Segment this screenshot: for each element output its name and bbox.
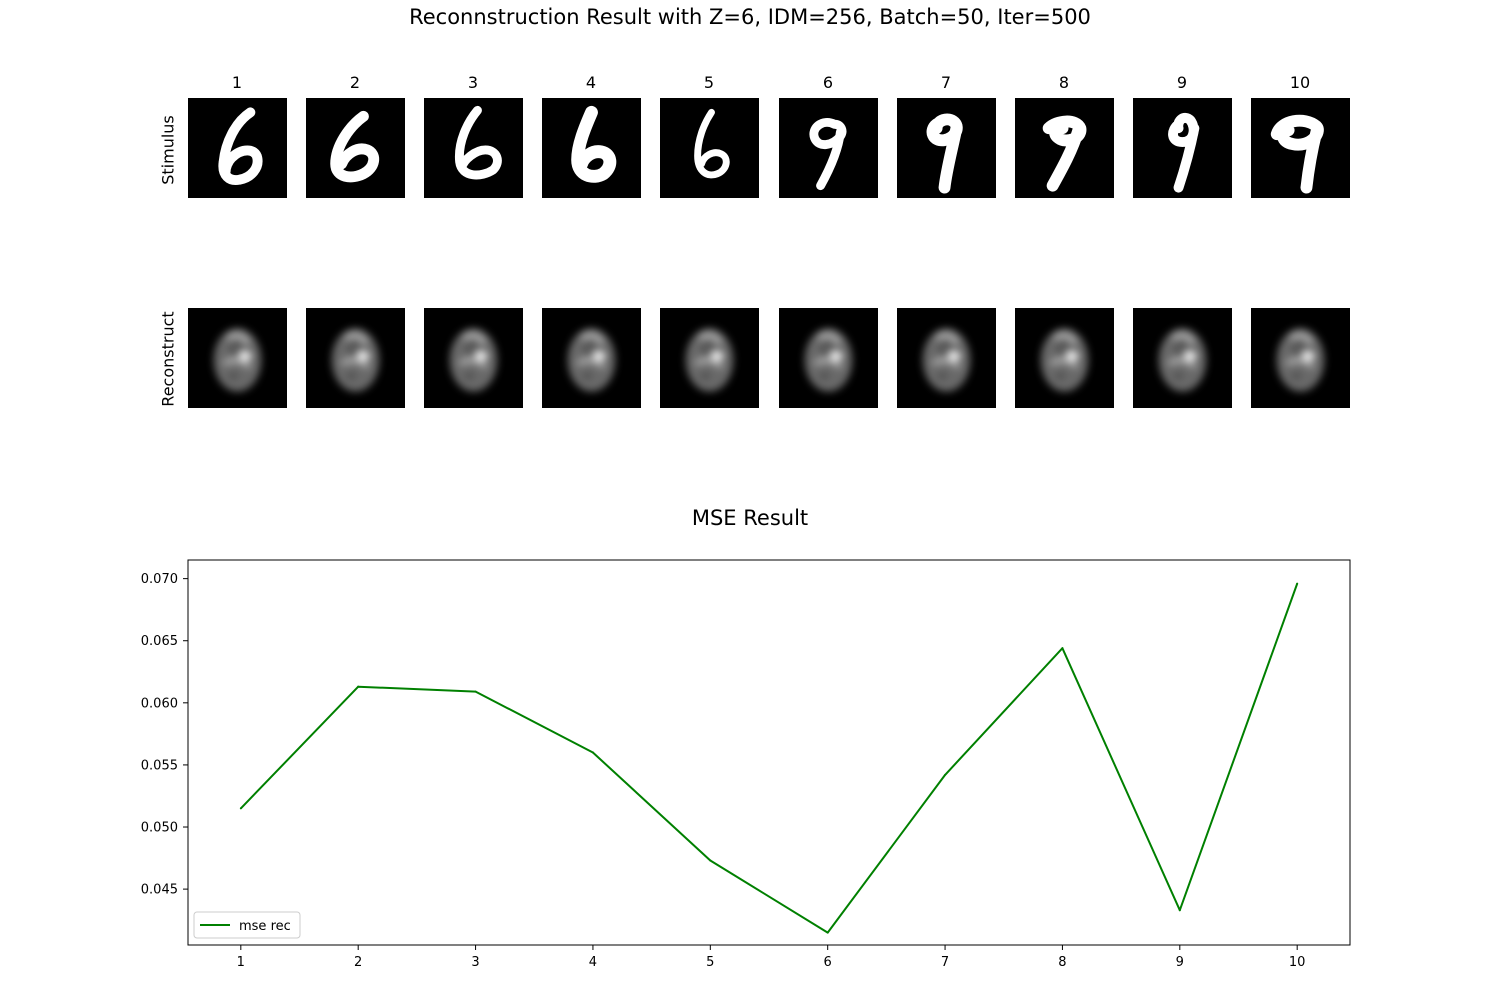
data-point-3 (474, 690, 477, 693)
column-title-3: 3 (467, 73, 479, 92)
stimulus-image-4 (542, 98, 641, 198)
legend-label-mse-rec: mse rec (239, 919, 291, 934)
x-tick-label-2: 2 (354, 955, 362, 970)
column-title-2: 2 (349, 73, 361, 92)
data-point-9 (1178, 909, 1181, 912)
data-point-7 (944, 773, 947, 776)
stimulus-image-5 (660, 98, 759, 198)
column-title-8: 8 (1058, 73, 1070, 92)
x-tick-label-7: 7 (941, 955, 949, 970)
y-tick-label-2: 0.050 (141, 821, 178, 836)
stimulus-image-3 (424, 98, 523, 198)
reconstruct-image-10 (1251, 308, 1350, 408)
stimulus-image-7 (897, 98, 996, 198)
data-point-10 (1296, 582, 1299, 585)
data-point-6 (826, 931, 829, 934)
column-title-7: 7 (940, 73, 952, 92)
y-tick-label-4: 0.060 (141, 696, 178, 711)
reconstruct-image-9 (1133, 308, 1232, 408)
stimulus-image-2 (306, 98, 405, 198)
y-tick-label-1: 0.045 (141, 883, 178, 898)
figure-title: Reconnstruction Result with Z=6, IDM=256… (409, 5, 1091, 29)
stimulus-image-1 (188, 98, 287, 198)
column-title-6: 6 (822, 73, 834, 92)
data-point-5 (709, 859, 712, 862)
y-tick-label-3: 0.055 (141, 758, 178, 773)
column-title-4: 4 (585, 73, 597, 92)
x-tick-label-4: 4 (589, 955, 597, 970)
reconstruct-image-6 (779, 308, 878, 408)
y-tick-label-6: 0.070 (141, 572, 178, 587)
x-tick-label-8: 8 (1058, 955, 1066, 970)
stimulus-image-10 (1251, 98, 1350, 198)
plot-frame (187, 559, 1351, 946)
data-point-8 (1061, 647, 1064, 650)
legend-box (193, 911, 301, 939)
x-tick-label-6: 6 (824, 955, 832, 970)
column-title-1: 1 (231, 73, 243, 92)
reconstruct-image-2 (306, 308, 405, 408)
column-title-9: 9 (1176, 73, 1188, 92)
column-title-10: 10 (1289, 73, 1311, 92)
stimulus-image-9 (1133, 98, 1232, 198)
x-tick-label-1: 1 (237, 955, 245, 970)
mse-chart-title: MSE Result (691, 506, 809, 530)
x-tick-label-9: 9 (1176, 955, 1184, 970)
reconstruct-image-3 (424, 308, 523, 408)
reconstruct-image-1 (188, 308, 287, 408)
series-line-mse-rec (240, 583, 1299, 934)
data-point-1 (239, 807, 242, 810)
data-point-4 (591, 751, 594, 754)
data-point-2 (357, 685, 360, 688)
y-tick-label-5: 0.065 (141, 634, 178, 649)
stimulus-image-6 (779, 98, 878, 198)
x-tick-label-5: 5 (706, 955, 714, 970)
reconstruct-image-4 (542, 308, 641, 408)
legend: mse rec (193, 911, 301, 939)
reconstruct-image-8 (1015, 308, 1114, 408)
reconstruct-image-5 (660, 308, 759, 408)
column-title-5: 5 (703, 73, 715, 92)
reconstruct-image-7 (897, 308, 996, 408)
x-tick-label-3: 3 (471, 955, 479, 970)
stimulus-image-8 (1015, 98, 1114, 198)
x-tick-label-10: 10 (1289, 955, 1306, 970)
